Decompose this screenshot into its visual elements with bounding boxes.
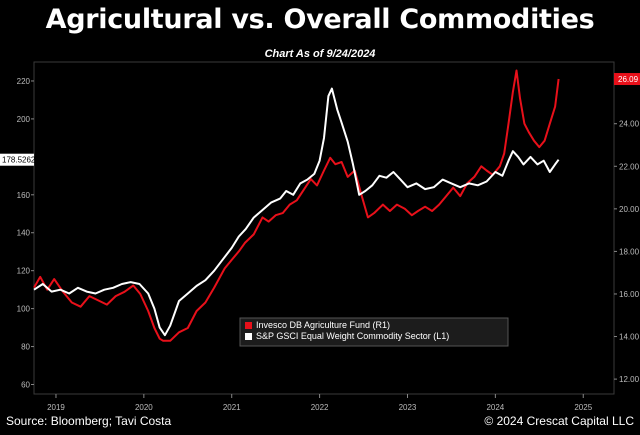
right-axis-tick-label: 16.00 xyxy=(619,290,640,299)
right-last-value-badge xyxy=(614,73,640,86)
left-axis-tick-label: 140 xyxy=(17,229,31,238)
legend-label: Invesco DB Agriculture Fund (R1) xyxy=(256,320,390,330)
legend-box xyxy=(239,317,509,347)
x-axis-tick-label: 2020 xyxy=(135,403,153,412)
plot-frame xyxy=(33,61,615,395)
left-axis-tick-label: 60 xyxy=(21,381,30,390)
commodity-index-line xyxy=(33,87,560,337)
right-last-value-label: 26.09 xyxy=(618,75,639,84)
legend-swatch xyxy=(245,322,252,329)
x-axis-tick-label: 2019 xyxy=(47,403,65,412)
left-axis-tick-label: 120 xyxy=(17,267,31,276)
x-axis-tick-label: 2021 xyxy=(223,403,241,412)
source-note: Source: Bloomberg; Tavi Costa xyxy=(6,414,172,428)
agriculture-fund-line xyxy=(33,69,560,342)
legend-label: S&P GSCI Equal Weight Commodity Sector (… xyxy=(256,331,449,341)
x-axis-tick-label: 2023 xyxy=(399,403,417,412)
right-axis-tick-label: 24.00 xyxy=(619,120,640,129)
right-axis-tick-label: 18.00 xyxy=(619,247,640,256)
x-axis-tick-label: 2025 xyxy=(574,403,592,412)
right-axis-tick-label: 20.00 xyxy=(619,205,640,214)
x-axis-tick-label: 2022 xyxy=(311,403,329,412)
left-axis-tick-label: 220 xyxy=(17,77,31,86)
left-last-value-label: 178.5262 xyxy=(2,156,36,165)
right-axis-tick-label: 12.00 xyxy=(619,375,640,384)
left-axis-tick-label: 80 xyxy=(21,343,30,352)
right-axis-tick-label: 22.00 xyxy=(619,162,640,171)
x-axis-tick-label: 2024 xyxy=(486,403,504,412)
chart-subtitle: Chart As of 9/24/2024 xyxy=(264,48,376,60)
copyright-note: © 2024 Crescat Capital LLC xyxy=(484,414,634,428)
left-axis-tick-label: 160 xyxy=(17,191,31,200)
chart-title: Agricultural vs. Overall Commodities xyxy=(45,4,595,35)
right-axis-tick-label: 14.00 xyxy=(619,333,640,342)
left-axis-tick-label: 100 xyxy=(17,305,31,314)
legend-swatch xyxy=(245,333,252,340)
left-axis-tick-label: 200 xyxy=(17,115,31,124)
left-last-value-badge xyxy=(0,153,34,166)
